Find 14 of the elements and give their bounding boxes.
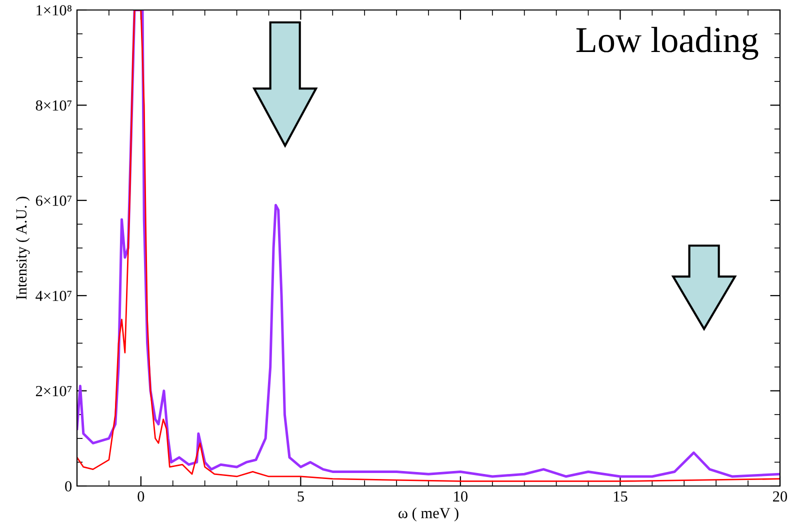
x-tick-label: 0 <box>138 491 144 502</box>
x-tick-label: 15 <box>614 491 628 502</box>
y-tick-label: 0 <box>65 481 72 492</box>
y-tick-label: 2×10⁷ <box>36 386 72 396</box>
x-axis-title: ω ( meV ) <box>398 507 458 522</box>
x-tick-label: 10 <box>454 491 468 502</box>
x-tick-label: 5 <box>298 491 304 502</box>
y-tick-label: 4×10⁷ <box>36 290 72 302</box>
y-tick-label: 1×10⁸ <box>36 5 72 16</box>
y-tick-label: 6×10⁷ <box>36 196 72 206</box>
y-axis-title: Intensity ( A.U. ) <box>16 196 30 300</box>
y-tick-label: 8×10⁷ <box>36 100 72 111</box>
annotation: Low loading <box>576 26 758 60</box>
x-tick-label: 20 <box>773 491 788 502</box>
